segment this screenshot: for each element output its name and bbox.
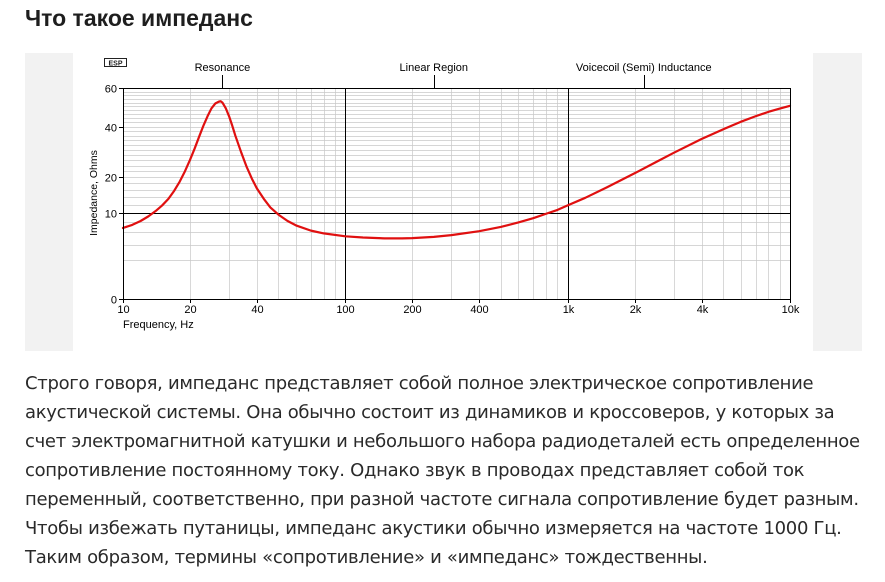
impedance-curve	[121, 100, 792, 240]
x-tick-label: 400	[470, 304, 488, 316]
x-axis-label: Frequency, Hz	[123, 319, 194, 331]
y-axis-ticks: 0 10 20 40 60	[105, 84, 123, 307]
region-label: Resonance	[195, 62, 251, 74]
y-tick-label: 0	[111, 295, 117, 307]
x-tick-label: 40	[251, 304, 263, 316]
x-tick-label: 20	[184, 304, 196, 316]
minor-grid	[123, 88, 790, 299]
y-tick-label: 10	[105, 209, 117, 221]
series-layer	[121, 100, 792, 240]
region-label: Linear Region	[400, 62, 469, 74]
x-tick-label: 200	[403, 304, 421, 316]
region-labels: Resonance Linear Region Voicecoil (Semi) I…	[195, 62, 712, 88]
impedance-chart: ESP Resonance Linear Region Voicecoil (Sem…	[88, 58, 800, 331]
x-tick-label: 4k	[697, 304, 709, 316]
esp-logo: ESP	[104, 58, 127, 67]
x-tick-label: 100	[336, 304, 354, 316]
impedance-figure: ESP Resonance Linear Region Voicecoil (Sem…	[73, 53, 813, 351]
plot-frame	[123, 88, 791, 300]
x-tick-label: 10	[117, 304, 129, 316]
major-grid	[123, 88, 790, 299]
figure-band: ESP Resonance Linear Region Voicecoil (Sem…	[25, 53, 862, 351]
y-tick-label: 60	[105, 84, 117, 96]
y-axis-label: Impedance, Ohms	[88, 150, 100, 236]
page-title: Что такое импеданс	[25, 5, 253, 31]
y-tick-label: 40	[105, 123, 117, 135]
y-tick-label: 20	[105, 173, 117, 185]
x-tick-label: 2k	[630, 304, 642, 316]
article-paragraph: Строго говоря, импеданс представляет соб…	[25, 373, 860, 568]
x-tick-label: 1k	[563, 304, 575, 316]
x-tick-label: 10k	[782, 304, 800, 316]
x-axis-ticks: 10 20 40 100 200 400 1k 2k 4k 10k	[117, 299, 800, 316]
region-label: Voicecoil (Semi) Inductance	[576, 62, 712, 74]
esp-logo-text: ESP	[108, 60, 122, 67]
